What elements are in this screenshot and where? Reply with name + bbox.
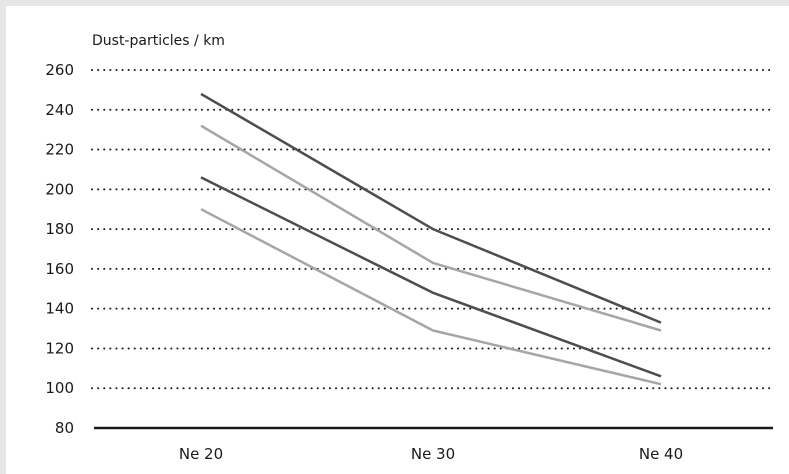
line-chart: 80 100 120 140 160 180 200 220 240 260 Ne 20 Ne 30… bbox=[45, 33, 774, 463]
y-tick-label: 80 bbox=[55, 419, 74, 437]
y-tick-label: 200 bbox=[45, 180, 74, 198]
series-lines bbox=[200, 92, 662, 386]
x-tick-labels: Ne 20 Ne 30 Ne 40 bbox=[179, 445, 683, 463]
y-tick-label: 140 bbox=[45, 300, 74, 318]
y-tick-label: 240 bbox=[45, 101, 74, 119]
x-tick-label: Ne 30 bbox=[411, 445, 455, 463]
y-tick-label: 120 bbox=[45, 339, 74, 357]
series-line-1 bbox=[200, 92, 662, 324]
x-tick-label: Ne 40 bbox=[639, 445, 683, 463]
y-tick-label: 260 bbox=[45, 61, 74, 79]
y-tick-label: 160 bbox=[45, 260, 74, 278]
y-axis-title: Dust-particles / km bbox=[92, 33, 225, 49]
series-line-3 bbox=[200, 176, 662, 378]
y-tick-label: 220 bbox=[45, 141, 74, 159]
y-tick-labels: 80 100 120 140 160 180 200 220 240 260 bbox=[45, 61, 74, 437]
series-line-4 bbox=[200, 208, 662, 386]
series-line-2 bbox=[200, 124, 662, 332]
x-tick-label: Ne 20 bbox=[179, 445, 223, 463]
chart-panel: 80 100 120 140 160 180 200 220 240 260 Ne 20 Ne 30… bbox=[6, 6, 789, 474]
y-tick-label: 180 bbox=[45, 220, 74, 238]
gridlines bbox=[91, 69, 774, 430]
y-tick-label: 100 bbox=[45, 379, 74, 397]
